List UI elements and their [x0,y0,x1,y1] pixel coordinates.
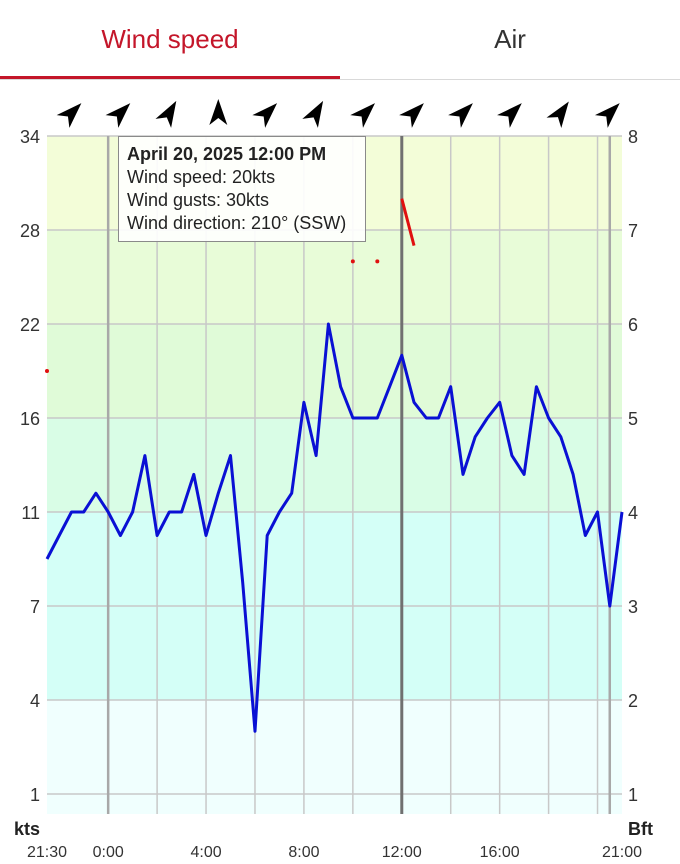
wind-direction-arrow-icon [546,101,569,128]
wind-direction-arrow-icon [497,103,522,128]
arrow-shape [302,100,324,128]
right-tick-label: 2 [628,691,638,711]
tooltip-wind-gusts: Wind gusts: 30kts [127,190,270,210]
tooltip-title: April 20, 2025 12:00 PM [127,144,327,164]
x-tick-label: 8:00 [288,844,319,861]
day-boundary-lines [106,136,612,814]
wind-direction-arrow-icon [594,103,620,128]
wind-direction-arrow-icon [56,103,82,128]
x-tick-label: 16:00 [480,844,520,861]
gust-point [375,259,380,264]
x-tick-label: 21:00 [602,844,642,861]
left-tick-label: 1 [30,785,40,805]
tab-air[interactable]: Air [494,24,526,54]
arrow-shape [155,100,177,128]
wind-direction-arrow-icon [155,100,177,128]
chart-tooltip: April 20, 2025 12:00 PM Wind speed: 20kt… [118,136,366,242]
left-tick-label: 16 [20,409,40,429]
x-tick-label: 21:30 [27,844,67,861]
wind-direction-arrow-icon [350,103,375,128]
arrow-shape [448,103,473,128]
left-tick-label: 4 [30,691,40,711]
right-tick-label: 4 [628,503,638,523]
tab-wind-speed[interactable]: Wind speed [101,24,239,54]
x-tick-label: 0:00 [93,844,124,861]
wind-speed-line [45,322,624,733]
gust-point [45,369,49,373]
left-tick-label: 22 [20,315,40,335]
right-tick-label: 6 [628,315,638,335]
left-tick-label: 7 [30,597,40,617]
wind-direction-arrows [56,99,620,128]
wind-direction-arrow-icon [105,103,131,128]
right-tick-label: 5 [628,409,638,429]
right-tick-label: 8 [628,127,638,147]
left-axis-ticks: 1 4 7 11 16 22 28 34 [20,127,40,805]
wind-gust-series [45,198,416,373]
gust-point [350,259,355,264]
wind-band [47,700,622,814]
left-axis-unit: kts [14,819,40,839]
left-tick-label: 28 [20,221,40,241]
arrow-shape [56,103,82,128]
x-tick-label: 12:00 [382,844,422,861]
wind-direction-arrow-icon [209,99,228,125]
arrow-shape [546,101,569,128]
right-tick-label: 1 [628,785,638,805]
arrow-shape [350,103,375,128]
active-tab-indicator [0,76,340,79]
left-tick-label: 11 [21,503,40,523]
wind-direction-arrow-icon [448,103,473,128]
arrow-shape [209,99,228,125]
tooltip-wind-speed: Wind speed: 20kts [127,167,276,187]
arrow-shape [594,103,620,128]
left-tick-label: 34 [20,127,40,147]
wind-band [47,230,622,324]
x-axis-ticks: 21:30 0:00 4:00 8:00 12:00 16:00 21:00 [27,844,642,861]
tab-bar: Wind speed Air [0,0,680,80]
wind-direction-arrow-icon [399,103,424,128]
wind-direction-arrow-icon [302,100,324,128]
arrow-shape [399,103,424,128]
arrow-shape [105,103,131,128]
wind-band [47,324,622,418]
right-tick-label: 3 [628,597,638,617]
wind-band [47,418,622,512]
right-tick-label: 7 [628,221,638,241]
gust-segment [400,198,416,247]
arrow-shape [497,103,522,128]
arrow-shape [252,103,278,128]
x-tick-label: 4:00 [190,844,221,861]
wind-direction-arrow-icon [252,103,278,128]
right-axis-unit: Bft [628,819,653,839]
right-axis-ticks: 1 2 3 4 5 6 7 8 [628,127,638,805]
tooltip-wind-direction: Wind direction: 210° (SSW) [127,213,347,233]
